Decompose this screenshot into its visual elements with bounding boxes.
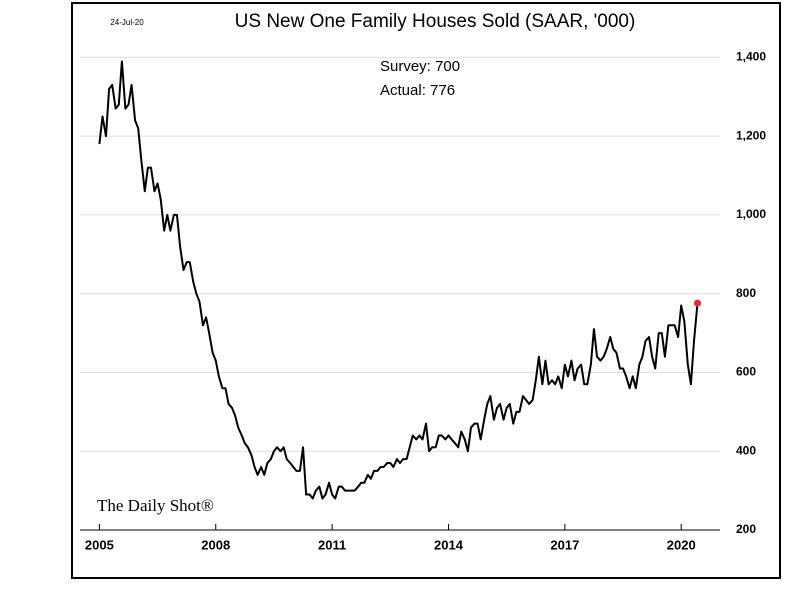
x-tick-label: 2005	[85, 537, 114, 552]
x-tick-label: 2017	[550, 537, 579, 552]
y-tick-label: 400	[736, 443, 756, 457]
series-line	[98, 60, 699, 500]
chart-frame	[71, 2, 781, 579]
y-tick-label: 600	[736, 365, 756, 379]
x-tick-label: 2014	[434, 537, 464, 552]
annotation: Survey: 700	[380, 58, 460, 75]
y-tick-label: 800	[736, 286, 756, 300]
chart-title: US New One Family Houses Sold (SAAR, '00…	[235, 11, 636, 32]
source: The Daily Shot®	[97, 496, 214, 515]
latest-point	[694, 299, 702, 307]
x-tick-label: 2011	[318, 537, 346, 552]
date-label: 24-Jul-20	[110, 18, 144, 27]
annotation: Actual: 776	[380, 82, 455, 99]
y-tick-label: 1,000	[736, 207, 766, 221]
x-tick-label: 2008	[201, 537, 230, 552]
y-tick-label: 1,200	[736, 128, 766, 142]
x-tick-label: 2020	[667, 537, 696, 552]
y-tick-label: 1,400	[736, 50, 766, 64]
y-tick-label: 200	[736, 522, 756, 536]
